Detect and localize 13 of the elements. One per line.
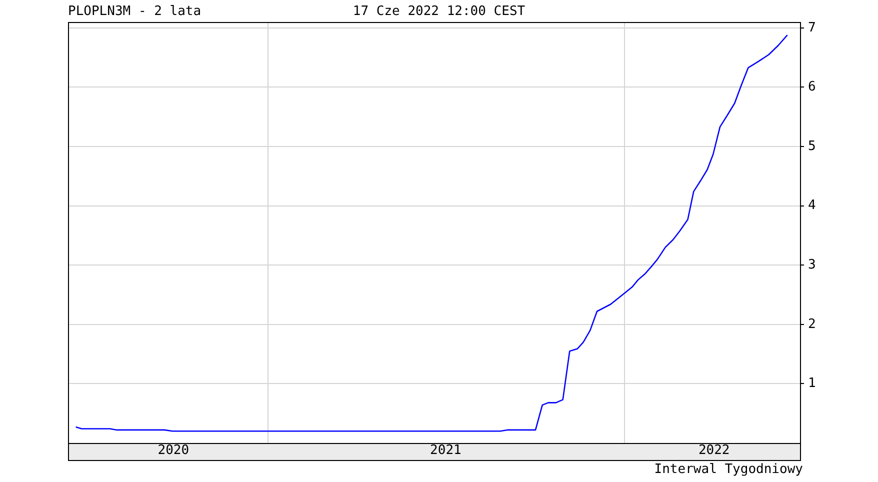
y-tick-label: 2 xyxy=(808,316,816,332)
y-tick-label: 5 xyxy=(808,138,816,154)
x-tick-label: 2020 xyxy=(158,443,190,458)
y-tick-label: 3 xyxy=(808,257,816,272)
y-tick-label: 1 xyxy=(808,376,816,392)
chart-title: PLOPLN3M - 2 lata xyxy=(68,4,202,20)
y-tick-label: 4 xyxy=(808,198,816,214)
y-tick-label: 7 xyxy=(808,20,816,36)
x-tick-label: 2021 xyxy=(430,443,462,458)
text: Interwal Tygodniowy xyxy=(654,462,803,478)
x-tick-label: 2022 xyxy=(698,443,730,458)
chart-subtitle: 17 Cze 2022 12:00 CEST xyxy=(352,4,526,19)
y-tick-label: 6 xyxy=(808,80,816,95)
